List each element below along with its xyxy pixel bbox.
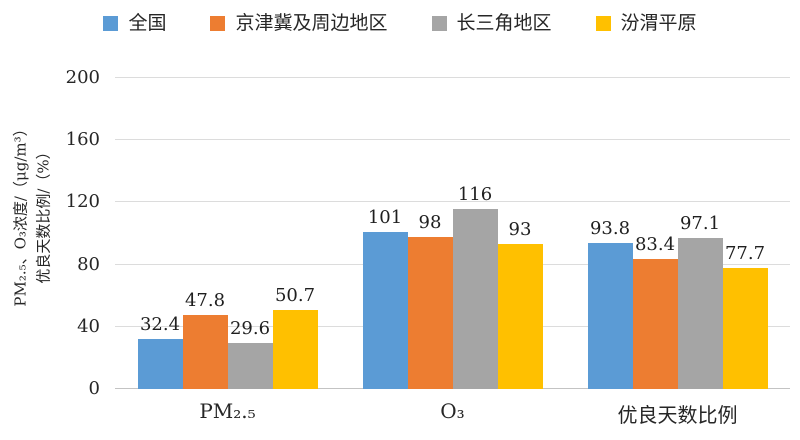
bar-series1-cat0: 47.8 [182,290,228,389]
bar-series2-cat0: 29.6 [227,318,273,389]
bar-value-label: 83.4 [634,234,676,256]
y-tick-label: 160 [65,129,100,151]
x-category-label-0: PM₂.₅ [199,399,256,423]
legend-swatch-icon [595,15,611,31]
legend-swatch-icon [431,15,447,31]
x-category-label-1: O₃ [440,399,465,423]
x-category-label-2: 优良天数比例 [617,403,738,427]
bar-series0-cat2: 93.8 [587,218,633,389]
legend-item-1: 京津冀及周边地区 [210,11,388,35]
bar-series0-cat1: 101 [362,207,408,389]
bar-value-label: 77.7 [724,243,766,265]
chart-legend: 全国 京津冀及周边地区 长三角地区 汾渭平原 [0,11,800,35]
y-tick-label: 80 [77,253,100,275]
bar-series2-cat2: 97.1 [677,213,723,389]
bar-series3-cat0: 50.7 [272,285,318,389]
y-tick-label: 200 [65,67,100,88]
legend-swatch-icon [103,15,119,31]
bar-group-2: 93.8 83.4 97.1 77.7 [565,78,790,389]
legend-item-3: 汾渭平原 [595,11,697,35]
y-tick-label: 0 [88,378,100,399]
legend-swatch-icon [210,15,226,31]
bar-series2-cat1: 116 [452,184,498,389]
legend-label: 全国 [128,12,167,34]
legend-label: 京津冀及周边地区 [235,12,388,34]
bar-value-label: 93 [508,219,532,241]
bar-group-0: 32.4 47.8 29.6 50.7 [115,78,340,389]
bar-series1-cat2: 83.4 [632,234,678,389]
bar-value-label: 98 [418,211,442,233]
legend-label: 汾渭平原 [620,12,697,34]
bar-series0-cat0: 32.4 [137,314,183,389]
bar-group-1: 101 98 116 93 [340,78,565,389]
bar-value-label: 101 [367,206,403,228]
bar-value-label: 29.6 [229,317,271,339]
bar-value-label: 50.7 [274,285,316,307]
bar-series1-cat1: 98 [407,212,453,389]
bar-value-label: 32.4 [139,313,181,335]
gridline [115,77,790,78]
y-axis-ticks: 0 40 80 120 160 200 [0,67,100,399]
bar-value-label: 97.1 [679,213,721,235]
legend-item-0: 全国 [103,11,166,35]
legend-label: 长三角地区 [456,12,552,34]
plot-area: 32.4 47.8 29.6 50.7 101 98 116 93 93.8 83.4 97.1 77… [115,77,790,389]
bar-value-label: 93.8 [589,218,631,240]
legend-item-2: 长三角地区 [431,11,552,35]
y-tick-label: 40 [77,315,100,337]
bar-value-label: 116 [457,183,493,205]
x-axis-labels: PM₂.₅ O₃ 优良天数比例 [115,399,790,431]
bar-series3-cat1: 93 [497,219,543,389]
bar-value-label: 47.8 [184,289,226,311]
gridline [115,201,790,203]
bar-series3-cat2: 77.7 [722,243,768,389]
y-tick-label: 120 [65,191,100,213]
gridline [115,139,790,141]
